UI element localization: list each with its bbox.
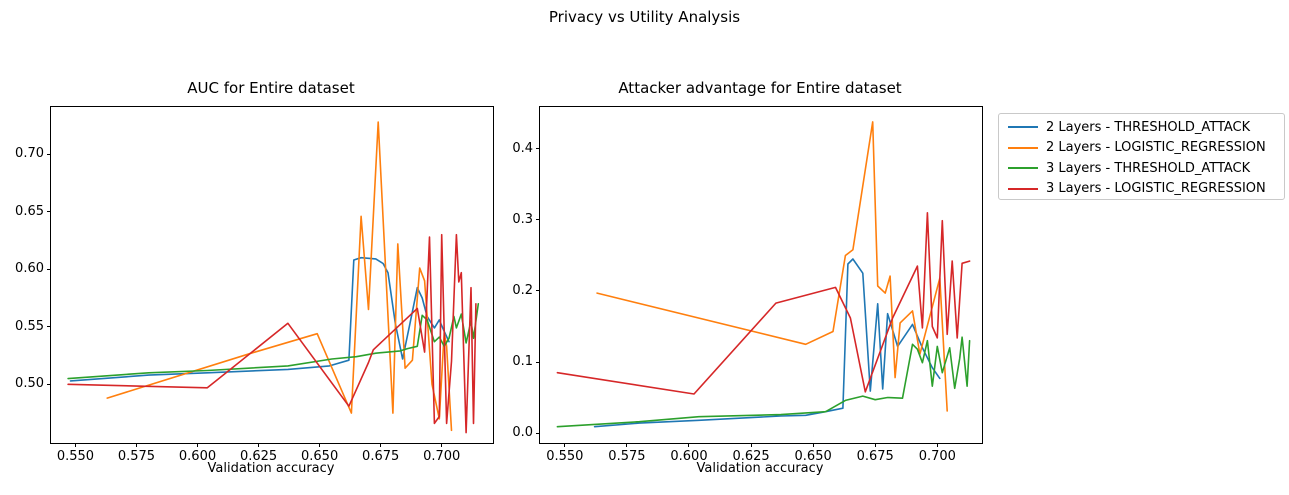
series-line	[593, 258, 941, 428]
legend-line-sample	[1008, 167, 1038, 170]
legend-entry: 2 Layers - LOGISTIC_REGRESSION	[999, 138, 1284, 159]
legend-line-sample	[1008, 146, 1038, 149]
plot-area	[556, 121, 971, 428]
legend-line-sample	[1008, 126, 1038, 129]
x-tick-mark	[750, 443, 752, 447]
y-tick-label: 0.2	[512, 282, 533, 298]
x-tick-label: 0.600	[178, 449, 217, 464]
y-tick-mark	[47, 383, 51, 385]
x-tick-label: 0.625	[239, 449, 278, 464]
y-tick-label: 0.65	[15, 203, 44, 219]
legend-line-sample	[1008, 187, 1038, 190]
legend-entry-label: 2 Layers - THRESHOLD_ATTACK	[1046, 119, 1251, 135]
x-tick-mark	[380, 443, 382, 447]
x-tick-mark	[688, 443, 690, 447]
axes-title-advantage: Attacker advantage for Entire dataset	[618, 79, 902, 97]
y-tick-label: 0.3	[512, 211, 533, 227]
x-tick-label: 0.575	[608, 449, 646, 464]
x-tick-mark	[135, 443, 137, 447]
y-tick-label: 0.60	[15, 261, 44, 277]
y-tick-label: 0.55	[15, 318, 44, 334]
xlabel-auc: Validation accuracy	[207, 461, 335, 476]
y-tick-mark	[47, 153, 51, 155]
x-tick-label: 0.550	[546, 449, 584, 464]
x-tick-mark	[874, 443, 876, 447]
series-line	[67, 233, 477, 434]
x-tick-label: 0.700	[423, 449, 461, 464]
x-tick-label: 0.675	[362, 449, 400, 464]
legend-entry: 3 Layers - LOGISTIC_REGRESSION	[999, 179, 1284, 200]
y-tick-label: 0.1	[512, 354, 533, 370]
series-line	[69, 256, 450, 382]
legend-entry: 2 Layers - THRESHOLD_ATTACK	[999, 117, 1284, 138]
legend-entry-label: 3 Layers - THRESHOLD_ATTACK	[1046, 160, 1251, 176]
series-line	[556, 336, 971, 428]
x-tick-mark	[319, 443, 321, 447]
series-line	[106, 121, 453, 432]
plot-area	[67, 121, 480, 434]
y-tick-mark	[536, 148, 540, 150]
legend: 2 Layers - THRESHOLD_ATTACK 2 Layers - LO…	[998, 113, 1285, 200]
axes-auc: 0.550 0.575 0.600 0.625 0.650 0.675 0.700 0.50 0…	[15, 106, 494, 464]
x-tick-label: 0.650	[794, 449, 832, 464]
x-tick-mark	[564, 443, 566, 447]
y-tick-mark	[47, 211, 51, 213]
series-line	[556, 212, 971, 395]
figure-title: Privacy vs Utility Analysis	[548, 8, 741, 26]
x-tick-label: 0.625	[732, 449, 770, 464]
x-tick-mark	[626, 443, 628, 447]
y-tick-mark	[536, 432, 540, 434]
y-tick-label: 0.70	[15, 146, 44, 162]
x-tick-label: 0.550	[56, 449, 95, 464]
y-tick-mark	[536, 361, 540, 363]
axes-title-auc: AUC for Entire dataset	[187, 79, 355, 97]
axes-advantage: 0.550 0.575 0.600 0.625 0.650 0.675 0.700 0.0 0.…	[512, 106, 983, 464]
y-tick-label: 0.0	[512, 425, 533, 441]
x-tick-mark	[936, 443, 938, 447]
y-tick-label: 0.50	[15, 376, 44, 392]
legend-entry: 3 Layers - THRESHOLD_ATTACK	[999, 158, 1284, 179]
x-tick-label: 0.700	[918, 449, 956, 464]
x-tick-label: 0.650	[301, 449, 339, 464]
x-tick-label: 0.675	[856, 449, 894, 464]
y-tick-label: 0.4	[512, 140, 533, 156]
x-tick-mark	[74, 443, 76, 447]
legend-entry-label: 2 Layers - LOGISTIC_REGRESSION	[1046, 140, 1266, 156]
xlabel-advantage: Validation accuracy	[696, 461, 824, 476]
y-tick-mark	[47, 268, 51, 270]
x-tick-mark	[258, 443, 260, 447]
y-tick-mark	[536, 290, 540, 292]
y-tick-mark	[536, 219, 540, 221]
x-tick-label: 0.600	[670, 449, 708, 464]
x-tick-label: 0.575	[117, 449, 156, 464]
x-tick-mark	[441, 443, 443, 447]
y-tick-mark	[47, 326, 51, 328]
x-tick-mark	[812, 443, 814, 447]
x-tick-mark	[197, 443, 199, 447]
series-line	[596, 121, 949, 412]
legend-entry-label: 3 Layers - LOGISTIC_REGRESSION	[1046, 181, 1266, 197]
